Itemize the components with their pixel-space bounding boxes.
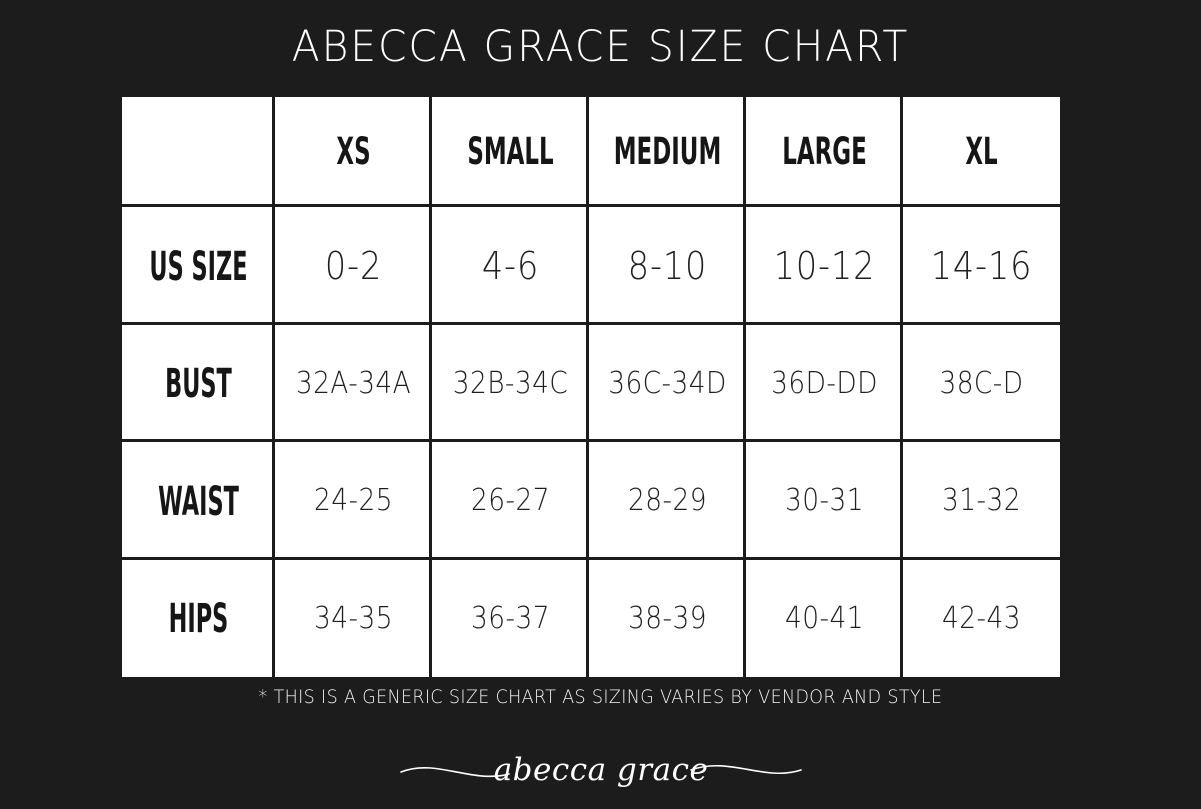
cell-waist-large: 30-31	[746, 442, 903, 560]
brand-logo-text: abecca grace	[493, 752, 708, 788]
row-label-cell-hips: HIPS	[122, 559, 275, 677]
cell-hips-medium: 38-39	[589, 559, 746, 677]
value-hips-medium: 38-39	[628, 600, 707, 636]
size-chart-disclaimer: * THIS IS A GENERIC SIZE CHART AS SIZING…	[258, 686, 943, 708]
value-hips-xs: 34-35	[314, 600, 393, 636]
header-cell-large: LARGE	[746, 97, 903, 208]
brand-logo: abecca grace	[0, 738, 1201, 802]
table-row-us-size: US SIZE 0-2 4-6 8-10 10-12 14-16	[122, 207, 1060, 325]
header-label-medium: MEDIUM	[613, 130, 722, 175]
row-label-cell-waist: WAIST	[122, 442, 275, 560]
value-bust-xs: 32A-34A	[295, 365, 412, 401]
cell-waist-xs: 24-25	[275, 442, 432, 560]
header-label-large: LARGE	[782, 130, 867, 175]
value-hips-small: 36-37	[471, 600, 550, 636]
header-label-xs: XS	[336, 130, 371, 175]
table-row-hips: HIPS 34-35 36-37 38-39 40-41 42-43	[122, 559, 1060, 677]
cell-us-size-large: 10-12	[746, 207, 903, 325]
row-label-cell-bust: BUST	[122, 324, 275, 443]
row-label-hips: HIPS	[168, 594, 229, 643]
header-corner-cell	[122, 97, 275, 208]
value-bust-medium: 36C-34D	[608, 365, 727, 401]
cell-us-size-xs: 0-2	[275, 207, 432, 325]
cell-us-size-small: 4-6	[432, 207, 589, 325]
value-waist-xl: 31-32	[942, 483, 1021, 519]
cell-waist-medium: 28-29	[589, 442, 746, 560]
header-cell-small: SMALL	[432, 97, 589, 208]
header-label-small: SMALL	[467, 130, 554, 175]
value-waist-large: 30-31	[785, 483, 864, 519]
value-us-size-xs: 0-2	[324, 244, 383, 289]
page-title: ABECCA GRACE SIZE CHART	[291, 22, 910, 72]
cell-bust-large: 36D-DD	[746, 324, 903, 443]
cell-waist-small: 26-27	[432, 442, 589, 560]
value-us-size-xl: 14-16	[930, 244, 1033, 289]
row-label-waist: WAIST	[158, 476, 239, 525]
cell-bust-xs: 32A-34A	[275, 324, 432, 443]
value-bust-xl: 38C-D	[939, 365, 1024, 401]
cell-hips-xl: 42-43	[903, 559, 1060, 677]
table-row-waist: WAIST 24-25 26-27 28-29 30-31 31-32	[122, 442, 1060, 560]
table-header-row: XS SMALL MEDIUM LARGE XL	[122, 97, 1060, 208]
cell-bust-xl: 38C-D	[903, 324, 1060, 443]
cell-us-size-medium: 8-10	[589, 207, 746, 325]
header-cell-xl: XL	[903, 97, 1060, 208]
header-cell-xs: XS	[275, 97, 432, 208]
row-label-bust: BUST	[165, 359, 232, 408]
value-us-size-large: 10-12	[773, 244, 876, 289]
value-bust-small: 32B-34C	[452, 365, 569, 401]
cell-hips-small: 36-37	[432, 559, 589, 677]
header-label-xl: XL	[965, 130, 998, 175]
cell-bust-medium: 36C-34D	[589, 324, 746, 443]
row-label-cell-us-size: US SIZE	[122, 207, 275, 325]
value-us-size-small: 4-6	[481, 244, 540, 289]
value-waist-medium: 28-29	[628, 483, 707, 519]
cell-waist-xl: 31-32	[903, 442, 1060, 560]
cell-bust-small: 32B-34C	[432, 324, 589, 443]
value-waist-xs: 24-25	[314, 483, 393, 519]
cell-hips-xs: 34-35	[275, 559, 432, 677]
row-label-us-size: US SIZE	[149, 242, 248, 291]
cell-hips-large: 40-41	[746, 559, 903, 677]
cell-us-size-xl: 14-16	[903, 207, 1060, 325]
value-us-size-medium: 8-10	[627, 244, 708, 289]
value-hips-large: 40-41	[785, 600, 864, 636]
table-row-bust: BUST 32A-34A 32B-34C 36C-34D 36D-DD 38C-…	[122, 324, 1060, 443]
size-chart-table: XS SMALL MEDIUM LARGE XL US SIZE	[122, 97, 1060, 677]
value-hips-xl: 42-43	[942, 600, 1021, 636]
header-cell-medium: MEDIUM	[589, 97, 746, 208]
value-waist-small: 26-27	[471, 483, 550, 519]
brand-logo-script-icon: abecca grace	[399, 752, 802, 788]
value-bust-large: 36D-DD	[771, 365, 878, 401]
